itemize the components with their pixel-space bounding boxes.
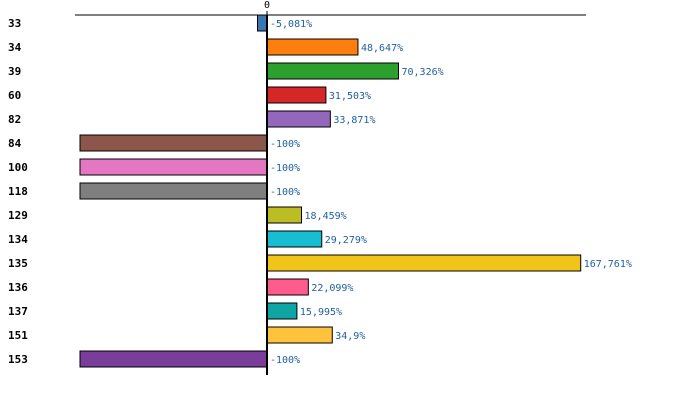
bar <box>266 302 298 320</box>
bar <box>266 326 333 344</box>
bars-layer <box>79 14 582 368</box>
bar <box>79 182 268 200</box>
category-label: 136 <box>8 281 28 294</box>
value-label: 34,9% <box>335 331 365 342</box>
category-label: 151 <box>8 329 28 342</box>
bar <box>266 206 303 224</box>
category-label: 82 <box>8 113 21 126</box>
category-label: 34 <box>8 41 22 54</box>
value-label: 18,459% <box>305 211 347 222</box>
value-label: 33,871% <box>333 115 375 126</box>
category-label: 33 <box>8 17 21 30</box>
value-label: 167,761% <box>584 259 632 270</box>
category-label: 135 <box>8 257 28 270</box>
category-label: 137 <box>8 305 28 318</box>
category-label: 100 <box>8 161 28 174</box>
bar <box>266 230 323 248</box>
value-label: -100% <box>270 163 300 174</box>
bar <box>79 158 268 176</box>
bar <box>266 254 582 272</box>
category-label: 134 <box>8 233 28 246</box>
value-label: 29,279% <box>325 235 367 246</box>
category-label: 153 <box>8 353 28 366</box>
bar <box>79 134 268 152</box>
category-label: 118 <box>8 185 28 198</box>
axis-layer: 0 <box>75 0 586 375</box>
bar <box>266 38 359 56</box>
zero-tick-label: 0 <box>264 0 270 11</box>
labels-layer: 33 -5,081% 34 48,647% 39 70,326% 60 31,503% 82 33… <box>8 17 632 366</box>
value-label: -100% <box>270 187 300 198</box>
value-label: 31,503% <box>329 91 371 102</box>
value-label: -5,081% <box>270 19 312 30</box>
value-label: 15,995% <box>300 307 342 318</box>
bar <box>266 62 400 80</box>
value-label: 22,099% <box>311 283 353 294</box>
category-label: 39 <box>8 65 21 78</box>
bar <box>256 14 268 32</box>
value-label: -100% <box>270 355 300 366</box>
value-label: 48,647% <box>361 43 403 54</box>
bar <box>266 110 331 128</box>
value-label: -100% <box>270 139 300 150</box>
category-label: 60 <box>8 89 21 102</box>
bar <box>266 86 327 104</box>
category-label: 129 <box>8 209 28 222</box>
bar <box>79 350 268 368</box>
bar <box>266 278 309 296</box>
category-label: 84 <box>8 137 22 150</box>
value-label: 70,326% <box>402 67 444 78</box>
